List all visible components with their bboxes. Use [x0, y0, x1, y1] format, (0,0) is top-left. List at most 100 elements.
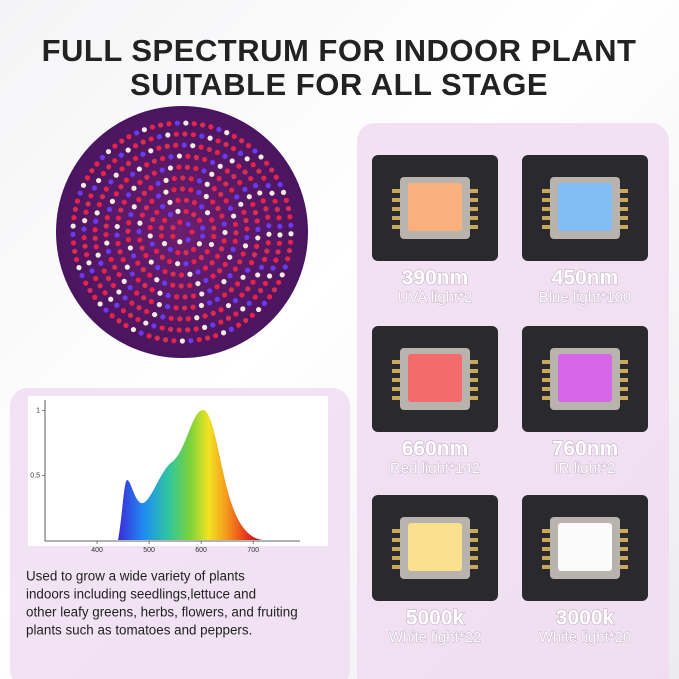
led-dot	[215, 138, 221, 144]
led-dot	[227, 273, 233, 279]
led-dot	[266, 231, 272, 237]
led-dot	[185, 327, 191, 333]
led-dot	[195, 280, 201, 287]
led-dot	[191, 259, 197, 265]
led-dot	[175, 249, 181, 256]
led-dot	[148, 298, 154, 305]
led-dot	[122, 295, 128, 301]
led-dot	[252, 209, 259, 216]
led-dot	[214, 253, 221, 259]
led-dot	[199, 204, 205, 210]
led-dot	[237, 180, 243, 186]
led-dot	[153, 248, 160, 254]
led-dot	[285, 205, 292, 212]
chip-pin	[470, 369, 478, 373]
led-dot	[185, 237, 191, 243]
led-dot	[182, 294, 188, 300]
led-dot	[241, 209, 247, 215]
led-dot	[191, 199, 198, 206]
led-dot	[225, 315, 232, 321]
led-dot	[208, 241, 215, 248]
led-dot	[211, 233, 217, 240]
chip-pin	[542, 225, 550, 229]
led-dot	[270, 265, 276, 271]
led-dot	[161, 241, 168, 247]
led-dot	[202, 156, 208, 163]
led-dot	[108, 256, 114, 263]
led-dot	[265, 182, 271, 189]
chip-pin	[620, 565, 628, 569]
led-dot	[137, 237, 143, 243]
chip-light	[408, 523, 462, 571]
led-dot	[136, 197, 142, 203]
led-dot	[147, 233, 153, 239]
led-dot	[158, 225, 165, 231]
led-dot	[198, 302, 205, 309]
led-dot	[168, 154, 174, 160]
led-dot	[227, 254, 233, 260]
led-dot	[208, 124, 214, 130]
chip-pin	[620, 378, 628, 382]
title-line: FULL SPECTRUM FOR INDOOR PLANT	[42, 33, 637, 68]
led-dot	[199, 233, 206, 239]
led-dot	[262, 280, 269, 287]
led-dot	[119, 138, 125, 144]
led-dot	[154, 277, 160, 283]
led-dot	[106, 206, 113, 212]
led-dot	[261, 256, 268, 262]
led-dot	[93, 275, 99, 282]
chip-pin	[392, 369, 400, 373]
led-dot	[222, 229, 228, 236]
led-dot	[118, 152, 124, 158]
led-dot	[175, 208, 181, 214]
led-dot	[116, 272, 122, 278]
led-dot	[286, 247, 293, 254]
led-dot	[233, 311, 239, 317]
led-dot	[157, 290, 163, 296]
led-dot	[264, 248, 270, 254]
chip-pin	[470, 198, 478, 202]
led-dot	[97, 283, 103, 289]
led-dot	[171, 187, 177, 193]
led-dot	[135, 316, 141, 323]
description: Used to grow a wide variety of plants ind…	[26, 569, 298, 638]
led-dot	[252, 148, 258, 154]
chip-pin	[620, 225, 628, 229]
led-dot	[177, 219, 183, 225]
led-dot	[189, 229, 195, 235]
led-dot	[261, 175, 267, 181]
led-dot	[232, 238, 238, 244]
led-dot	[165, 132, 171, 138]
led-dot	[173, 294, 180, 300]
led-dot	[163, 189, 169, 195]
led-label: White light*22	[389, 629, 482, 646]
led-dot	[86, 260, 92, 266]
led-dot	[133, 130, 140, 136]
led-dot	[135, 260, 141, 266]
led-dot	[217, 163, 223, 169]
led-dot	[149, 216, 156, 223]
led-dot	[185, 153, 191, 159]
led-dot	[170, 282, 176, 288]
led-dot	[148, 185, 154, 191]
led-dot	[221, 221, 227, 227]
led-dot	[214, 296, 220, 302]
led-dot	[246, 300, 252, 306]
chip-pin	[392, 207, 400, 211]
led-dot	[156, 134, 163, 140]
led-dot	[149, 124, 156, 130]
led-dot	[242, 243, 249, 249]
led-dot	[255, 235, 261, 241]
led-dot	[114, 232, 120, 238]
led-dot	[203, 277, 209, 284]
led-dot	[214, 149, 220, 156]
chip-pin	[620, 529, 628, 533]
led-dot	[136, 305, 142, 311]
led-dot	[158, 233, 164, 239]
led-dot	[109, 313, 115, 319]
led-dot	[209, 260, 215, 266]
chip-pin	[392, 396, 400, 400]
led-dot	[71, 215, 77, 221]
led-dot	[130, 253, 137, 259]
led-dot	[177, 239, 183, 245]
